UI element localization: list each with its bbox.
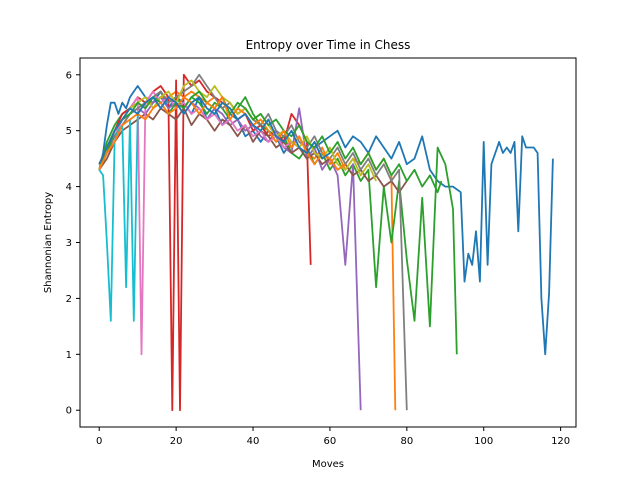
y-tick-label: 0 [66, 406, 72, 417]
x-tick-label: 40 [247, 436, 260, 447]
y-tick-label: 5 [66, 126, 72, 137]
x-axis-label: Moves [312, 459, 344, 470]
x-tick-label: 20 [170, 436, 183, 447]
x-tick-label: 80 [400, 436, 413, 447]
x-tick-label: 100 [474, 436, 493, 447]
series-line-11 [98, 90, 443, 194]
series-line-13 [98, 96, 331, 165]
y-axis: 0 1 2 3 4 5 6 [66, 70, 80, 417]
x-tick-label: 60 [324, 436, 337, 447]
series-line-9 [98, 79, 377, 182]
x-tick-label: 120 [551, 436, 570, 447]
series-line-12 [98, 96, 346, 171]
y-tick-label: 1 [66, 350, 72, 361]
series-line-6 [98, 107, 408, 194]
series-line-1 [98, 85, 554, 356]
series-line-10 [98, 113, 139, 322]
y-tick-label: 4 [66, 182, 72, 193]
series-line-7 [98, 90, 293, 356]
series-layer [98, 73, 554, 412]
y-axis-label: Shannonian Entropy [43, 192, 54, 293]
y-tick-label: 3 [66, 238, 72, 249]
y-tick-label: 6 [66, 70, 72, 81]
chart-title: Entropy over Time in Chess [246, 38, 411, 52]
x-tick-label: 0 [96, 436, 102, 447]
x-axis: 0 20 40 60 80 100 120 [96, 427, 570, 447]
y-tick-label: 2 [66, 294, 72, 305]
